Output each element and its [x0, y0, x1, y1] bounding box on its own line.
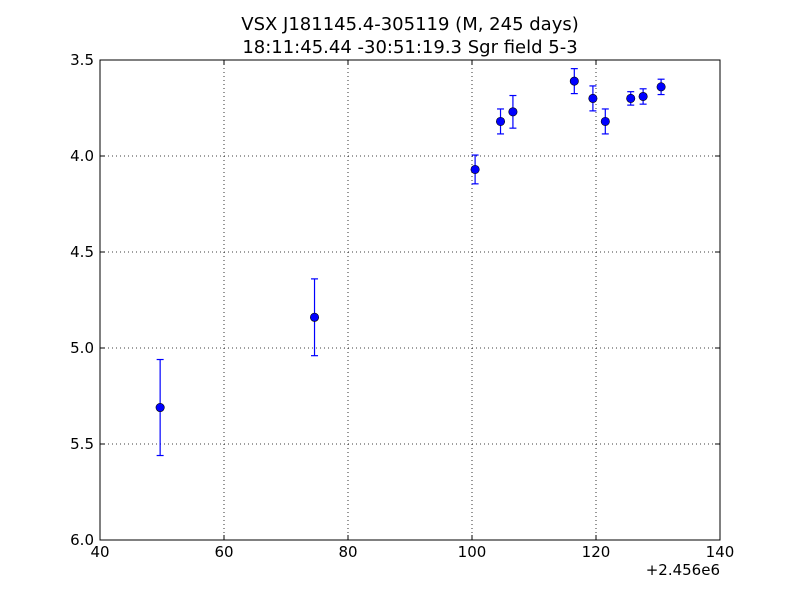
x-tick-labels: 40 60 80 100 120 140	[90, 543, 734, 561]
data-point	[600, 116, 610, 126]
x-tick-label: 40	[90, 543, 109, 561]
data-point	[626, 93, 636, 103]
data-point	[508, 107, 518, 117]
x-tick-label: 100	[458, 543, 487, 561]
x-tick-label: 80	[338, 543, 357, 561]
data-points	[155, 68, 666, 457]
y-tick-label: 3.5	[70, 51, 94, 69]
plot-frame	[99, 59, 721, 541]
data-point	[638, 91, 648, 101]
axis-ticks	[99, 59, 721, 541]
data-point	[496, 116, 506, 126]
y-tick-label: 6.0	[70, 531, 94, 549]
y-tick-label: 5.0	[70, 339, 94, 357]
y-tick-label: 5.5	[70, 435, 94, 453]
data-point	[656, 82, 666, 92]
x-tick-label: 60	[214, 543, 233, 561]
x-offset-label: +2.456e6	[646, 561, 720, 579]
data-point	[470, 164, 480, 174]
grid-lines	[100, 60, 720, 540]
data-point	[310, 312, 320, 322]
chart-title-line2: 18:11:45.44 -30:51:19.3 Sgr field 5-3	[242, 37, 577, 58]
data-point	[569, 76, 579, 86]
y-tick-labels: 3.5 4.0 4.5 5.0 5.5 6.0	[70, 51, 94, 549]
x-tick-label: 140	[706, 543, 735, 561]
y-tick-label: 4.5	[70, 243, 94, 261]
chart-title-line1: VSX J181145.4-305119 (M, 245 days)	[241, 14, 579, 35]
x-tick-label: 120	[582, 543, 611, 561]
data-point	[155, 403, 165, 413]
y-tick-label: 4.0	[70, 147, 94, 165]
data-point	[588, 93, 598, 103]
